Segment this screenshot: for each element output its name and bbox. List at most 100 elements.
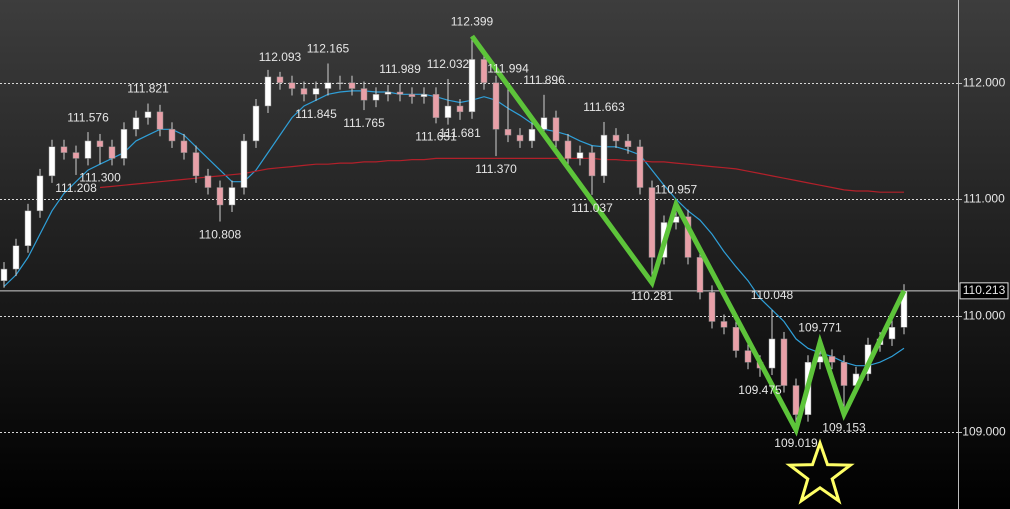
candle-body — [228, 187, 236, 206]
candle-body — [732, 327, 740, 351]
candle-body — [828, 356, 836, 363]
candle-body — [552, 117, 560, 142]
candle-body — [624, 140, 632, 148]
candle-body — [24, 210, 32, 247]
candle-body — [396, 91, 404, 95]
candle-body — [432, 94, 440, 118]
candle-body — [168, 129, 176, 142]
candle-body — [504, 129, 512, 136]
price-annotation: 111.651 — [415, 130, 457, 144]
price-annotation: 109.019 — [774, 436, 818, 450]
candle-body — [180, 140, 188, 153]
candle-body — [888, 327, 896, 340]
candle-body — [744, 350, 752, 363]
candle-body — [240, 140, 248, 188]
plot: 109.000 110.000 111.000 112.000 112.399 112.1… — [0, 14, 1009, 450]
candle-body — [540, 117, 548, 130]
moving-average-line — [3, 90, 905, 367]
candle-body — [36, 175, 44, 212]
price-annotation: 110.957 — [655, 182, 698, 196]
price-annotation: 110.048 — [751, 288, 794, 302]
price-annotation: 111.576 — [67, 110, 109, 124]
candle-body — [780, 338, 788, 386]
candle-body — [216, 187, 224, 206]
price-annotation: 111.989 — [379, 62, 421, 76]
candle-body — [360, 88, 368, 101]
candle-body — [96, 140, 104, 148]
price-annotation: 111.663 — [583, 100, 625, 114]
candle-body — [420, 94, 428, 97]
price-annotation: 109.771 — [798, 320, 842, 334]
candle-body — [336, 82, 344, 84]
candle-body — [132, 117, 140, 130]
price-annotation: 109.153 — [822, 420, 866, 434]
candle-body — [372, 94, 380, 101]
price-annotation: 109.475 — [738, 383, 782, 397]
candle-body — [120, 129, 128, 159]
y-tick-label: 110.000 — [963, 309, 1006, 323]
y-tick-label: 109.000 — [962, 425, 1006, 439]
candle-body — [636, 146, 644, 188]
candle-body — [0, 268, 8, 281]
candle-body — [264, 76, 272, 107]
candle-body — [348, 82, 356, 89]
candle-body — [108, 146, 116, 159]
candle-body — [144, 111, 152, 118]
candle-body — [288, 82, 296, 89]
moving-average-line — [99, 157, 904, 193]
candle-body — [648, 187, 656, 258]
price-annotation: 112.032 — [427, 57, 470, 71]
price-annotation: 111.765 — [343, 116, 385, 130]
candle-body — [444, 105, 452, 118]
zigzag-line — [469, 34, 907, 437]
candle-body — [456, 105, 464, 113]
price-annotation: 110.808 — [199, 228, 242, 242]
candle-body — [156, 111, 164, 130]
price-annotation: 112.399 — [451, 14, 494, 28]
y-tick-label: 112.000 — [963, 76, 1006, 90]
candle-body — [192, 152, 200, 177]
candle-body — [792, 385, 800, 415]
candle-body — [720, 321, 728, 328]
candle-body — [324, 82, 332, 89]
candle-body — [696, 257, 704, 293]
candle-body — [204, 175, 212, 188]
candle-body — [408, 94, 416, 97]
y-tick-label: 111.000 — [963, 192, 1005, 206]
price-annotation: 112.093 — [259, 50, 302, 64]
candle-body — [480, 59, 488, 83]
candle-body — [468, 59, 476, 113]
candle-body — [60, 146, 68, 153]
candle-body — [516, 134, 524, 142]
price-annotation: 111.845 — [295, 107, 337, 121]
price-annotation: 111.896 — [523, 73, 565, 87]
candle-body — [840, 361, 848, 386]
price-annotation: 111.681 — [439, 126, 481, 140]
price-annotation: 111.208 — [55, 181, 97, 195]
star-marker — [785, 438, 855, 505]
candle-body — [384, 91, 392, 95]
candle-body — [252, 105, 260, 142]
candle-body — [312, 88, 320, 95]
candle-body — [600, 134, 608, 177]
candle-body — [564, 140, 572, 159]
price-annotation: 111.821 — [127, 82, 169, 96]
price-annotation: 111.037 — [571, 201, 613, 215]
candle-body — [708, 292, 716, 322]
price-annotation: 111.370 — [475, 162, 517, 176]
candle-body — [528, 129, 536, 142]
price-annotation: 112.165 — [307, 42, 350, 56]
candle-body — [768, 338, 776, 369]
candle-body — [612, 134, 620, 142]
candle-body — [492, 82, 500, 130]
candle-body — [48, 146, 56, 177]
price-annotation: 111.300 — [79, 170, 121, 184]
price-annotation: 110.281 — [631, 289, 674, 303]
candle-body — [300, 88, 308, 95]
price-annotation: 111.994 — [487, 62, 529, 76]
candle-body — [576, 152, 584, 159]
candle-body — [588, 152, 596, 177]
candle-body — [276, 76, 284, 83]
candle-body — [84, 140, 92, 159]
